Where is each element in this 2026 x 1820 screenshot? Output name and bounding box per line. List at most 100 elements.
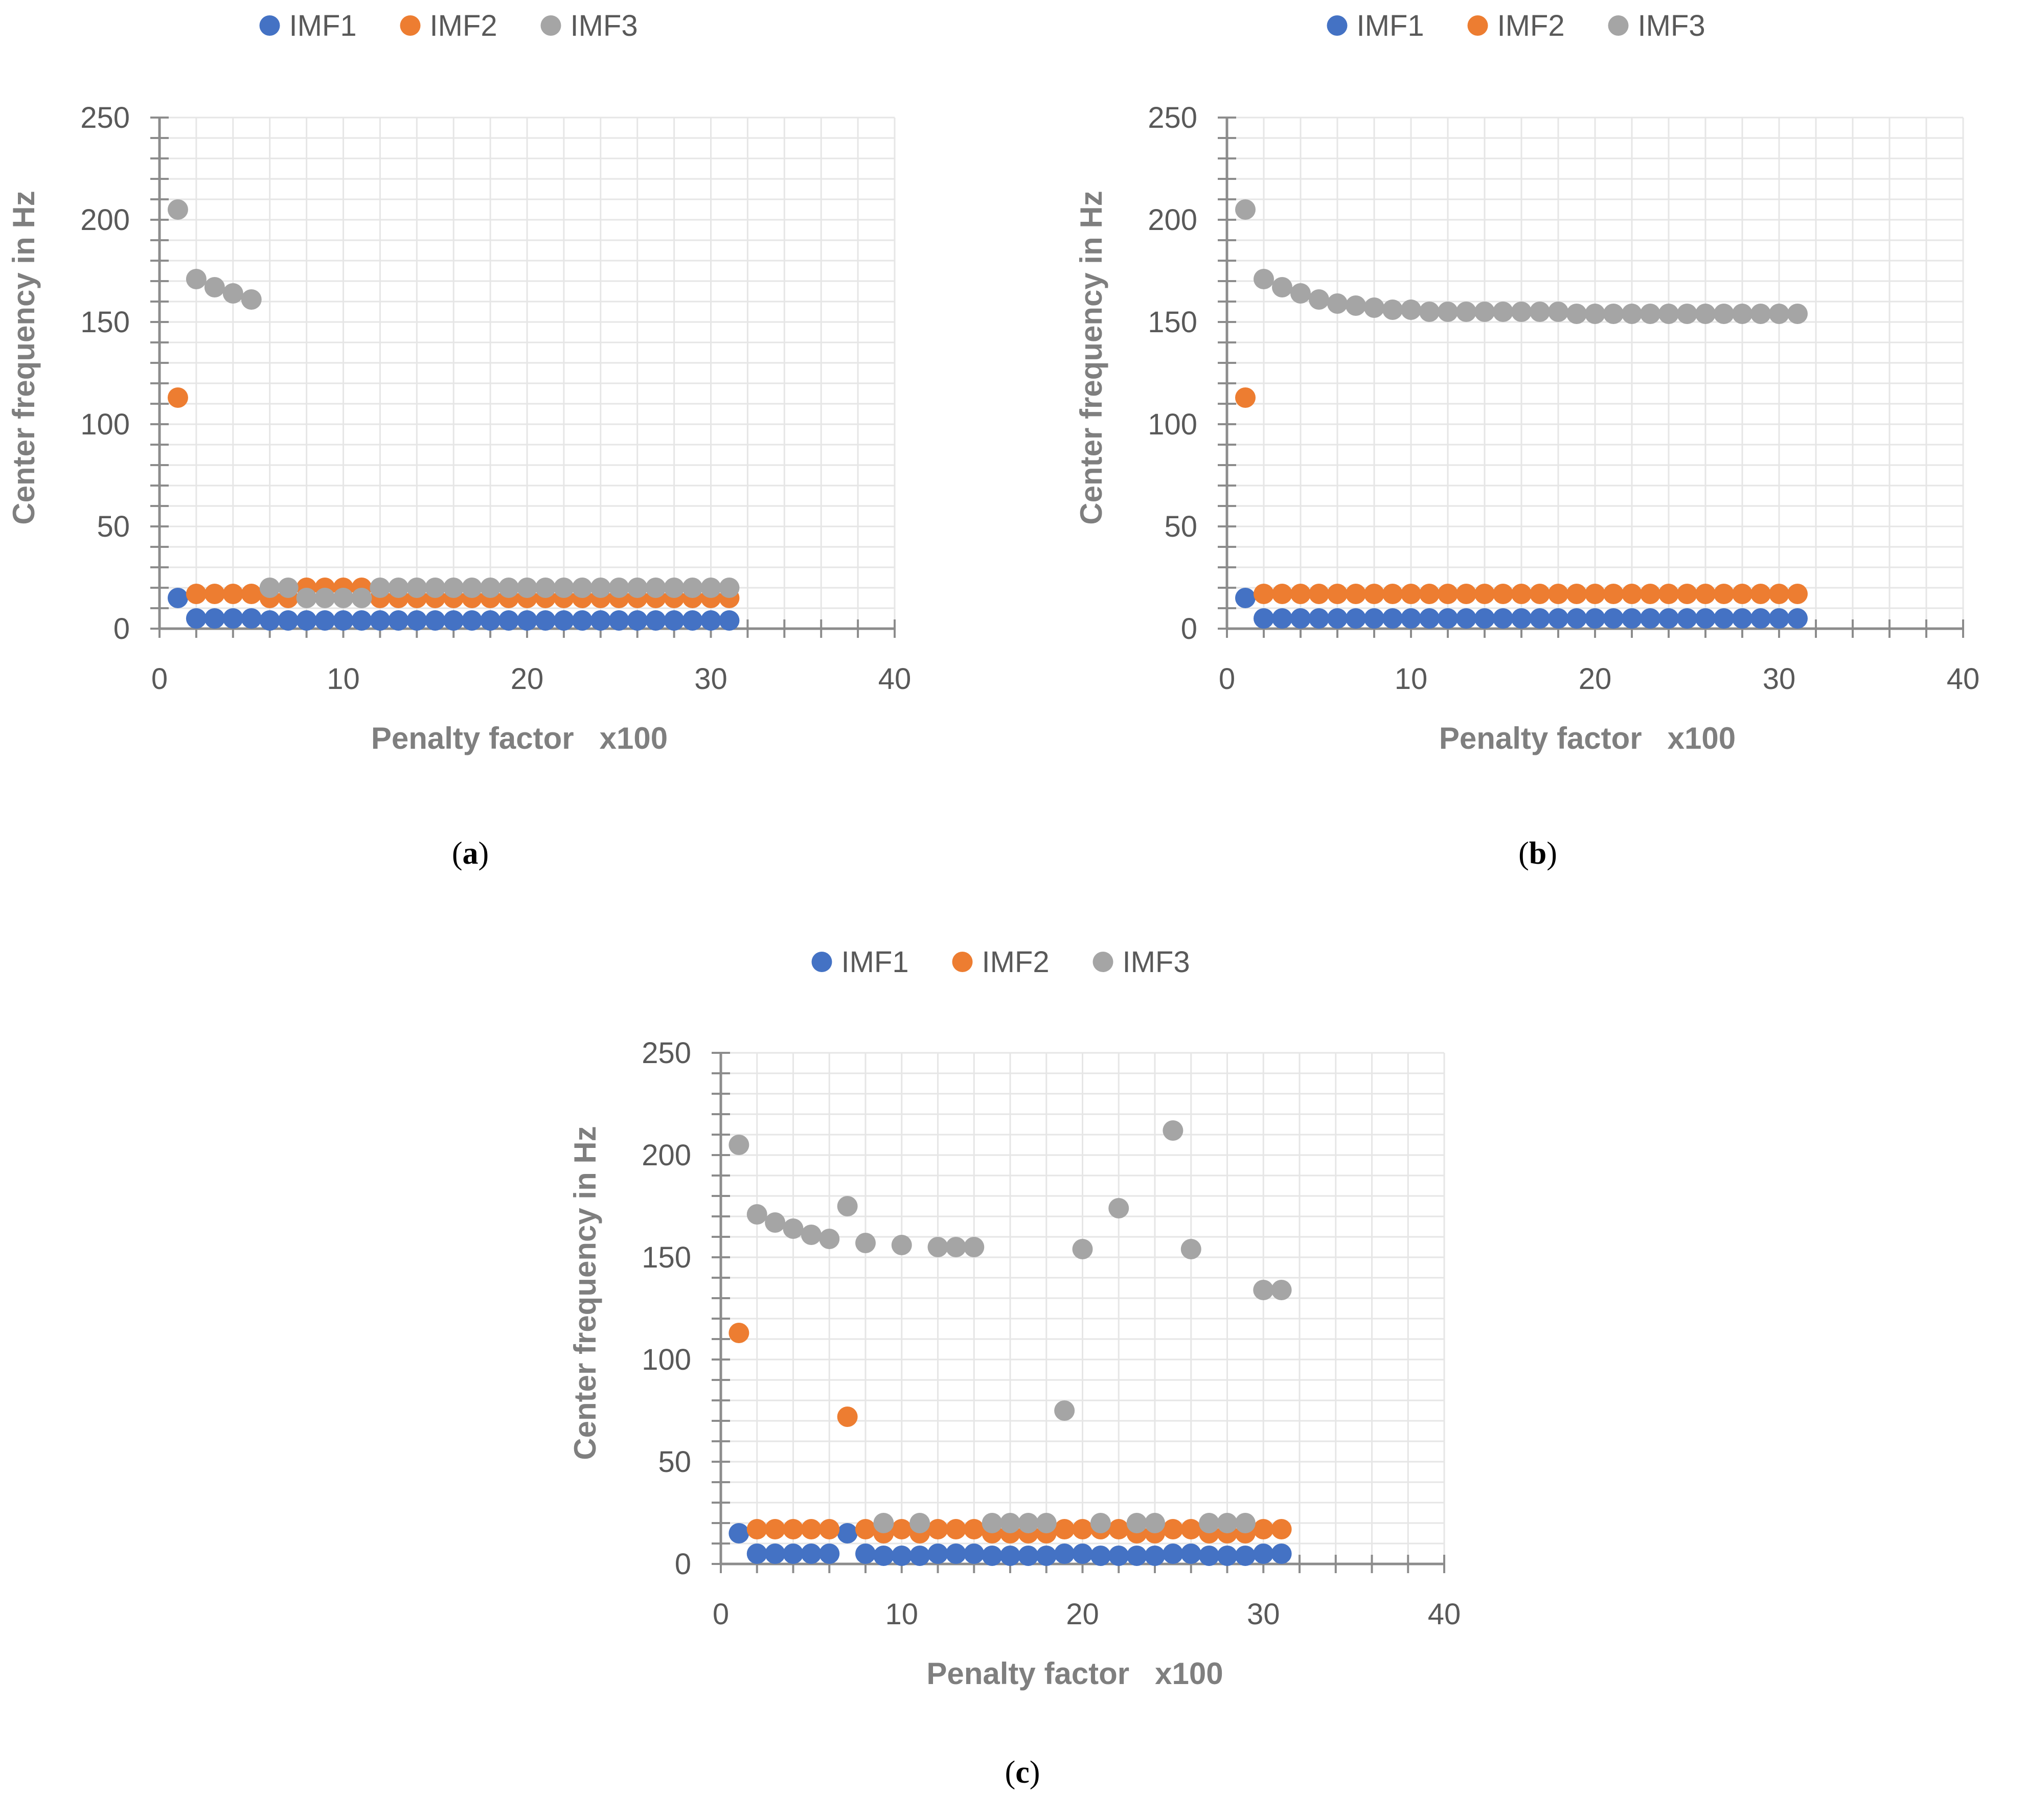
y-tick-label: 150	[80, 306, 130, 339]
data-point-imf1	[645, 610, 666, 631]
legend: IMF1 IMF2 IMF3	[259, 9, 638, 42]
series-imf1	[167, 588, 740, 631]
data-point-imf3	[1000, 1513, 1020, 1533]
data-point-imf1	[333, 610, 354, 631]
data-point-imf1	[1271, 1543, 1292, 1564]
data-point-imf1	[1327, 608, 1348, 629]
data-point-imf1	[1309, 608, 1329, 629]
data-point-imf1	[1235, 1546, 1256, 1566]
data-point-imf1	[1145, 1546, 1165, 1566]
data-point-imf1	[351, 610, 372, 631]
gridlines	[158, 117, 896, 630]
data-point-imf2	[1622, 584, 1642, 604]
data-point-imf3	[1769, 304, 1789, 324]
caption-open-paren: (	[452, 836, 463, 871]
data-point-imf1	[891, 1546, 912, 1566]
data-point-imf3	[964, 1237, 985, 1257]
data-point-imf1	[1072, 1543, 1093, 1564]
data-point-imf2	[1603, 584, 1624, 604]
data-point-imf2	[241, 584, 262, 604]
data-point-imf3	[891, 1235, 912, 1255]
x-tick-label: 30	[1763, 662, 1796, 696]
data-point-imf2	[783, 1519, 804, 1539]
data-point-imf3	[480, 578, 501, 598]
data-point-imf1	[682, 610, 703, 631]
data-point-imf2	[1493, 584, 1513, 604]
legend-marker-imf1	[811, 952, 832, 972]
data-point-imf3	[351, 588, 372, 608]
data-point-imf1	[406, 610, 427, 631]
data-point-imf2	[1309, 584, 1329, 604]
data-point-imf1	[1000, 1546, 1020, 1566]
data-point-imf3	[855, 1233, 876, 1253]
data-point-imf3	[1018, 1513, 1039, 1533]
data-point-imf2	[1695, 584, 1716, 604]
data-point-imf1	[480, 610, 501, 631]
legend-marker-imf2	[952, 952, 973, 972]
caption-letter: b	[1529, 836, 1546, 871]
data-point-imf1	[1346, 608, 1366, 629]
y-tick-label: 250	[642, 1036, 691, 1070]
data-point-imf2	[1787, 584, 1808, 604]
data-point-imf3	[462, 578, 483, 598]
data-point-imf1	[1566, 608, 1587, 629]
data-point-imf1	[1787, 608, 1808, 629]
data-point-imf1	[167, 588, 188, 608]
x-axis-title: Penalty factor x100	[371, 721, 668, 755]
data-point-imf3	[1493, 302, 1513, 322]
legend-marker-imf2	[400, 15, 421, 36]
data-point-imf2	[1566, 584, 1587, 604]
y-axis-title: Center frequency in Hz	[7, 191, 41, 524]
y-tick-label: 100	[642, 1343, 691, 1376]
y-tick-label: 50	[97, 510, 130, 543]
series-imf3	[1235, 199, 1808, 324]
data-point-imf3	[801, 1225, 822, 1245]
legend-label-imf2: IMF2	[430, 9, 497, 42]
y-tick-label: 250	[80, 101, 130, 134]
data-point-imf2	[1750, 584, 1771, 604]
chart-c-svg: 0 50 100 150 200 250 0 10 20 30 40 Center frequency…	[568, 946, 1461, 1790]
data-point-imf3	[1235, 199, 1256, 220]
data-point-imf3	[1456, 302, 1476, 322]
data-point-imf1	[1732, 608, 1752, 629]
data-point-imf3	[517, 578, 537, 598]
data-point-imf3	[1382, 300, 1403, 320]
data-point-imf2	[1072, 1519, 1093, 1539]
data-point-imf3	[1787, 304, 1808, 324]
data-point-imf1	[873, 1546, 894, 1566]
data-point-imf3	[1272, 277, 1292, 297]
panel-caption: (b)	[1518, 836, 1557, 871]
legend-label-imf3: IMF3	[571, 9, 638, 42]
data-point-imf2	[1732, 584, 1752, 604]
data-point-imf3	[553, 578, 574, 598]
data-point-imf1	[964, 1543, 985, 1564]
y-tick-label: 200	[80, 203, 130, 237]
y-tick-label: 200	[642, 1139, 691, 1172]
data-point-imf3	[1271, 1280, 1292, 1300]
gridlines	[720, 1052, 1445, 1565]
data-point-imf1	[1163, 1543, 1183, 1564]
data-point-imf3	[982, 1513, 1003, 1533]
legend-label-imf2: IMF2	[982, 946, 1050, 979]
data-point-imf2	[1511, 584, 1532, 604]
data-point-imf2	[837, 1407, 858, 1427]
data-point-imf2	[167, 387, 188, 408]
data-point-imf3	[204, 277, 225, 297]
data-point-imf3	[1346, 295, 1366, 316]
data-point-imf1	[765, 1543, 786, 1564]
chart-panel-c: 0 50 100 150 200 250 0 10 20 30 40 Center frequency…	[552, 940, 1523, 1820]
data-point-imf3	[1217, 1513, 1238, 1533]
data-point-imf3	[837, 1196, 858, 1216]
legend-marker-imf1	[259, 15, 280, 36]
data-point-imf3	[443, 578, 464, 598]
data-point-imf1	[259, 610, 280, 631]
data-point-imf1	[314, 610, 335, 631]
data-point-imf2	[1677, 584, 1697, 604]
data-point-imf1	[1695, 608, 1716, 629]
data-point-imf3	[1199, 1513, 1220, 1533]
x-tick-label: 40	[1947, 662, 1980, 696]
data-point-imf1	[801, 1543, 822, 1564]
data-point-imf3	[1290, 283, 1311, 304]
chart-a-svg: 0 50 100 150 200 250 0 10 20 30 40 Center frequency…	[7, 9, 911, 871]
data-point-imf2	[1640, 584, 1660, 604]
